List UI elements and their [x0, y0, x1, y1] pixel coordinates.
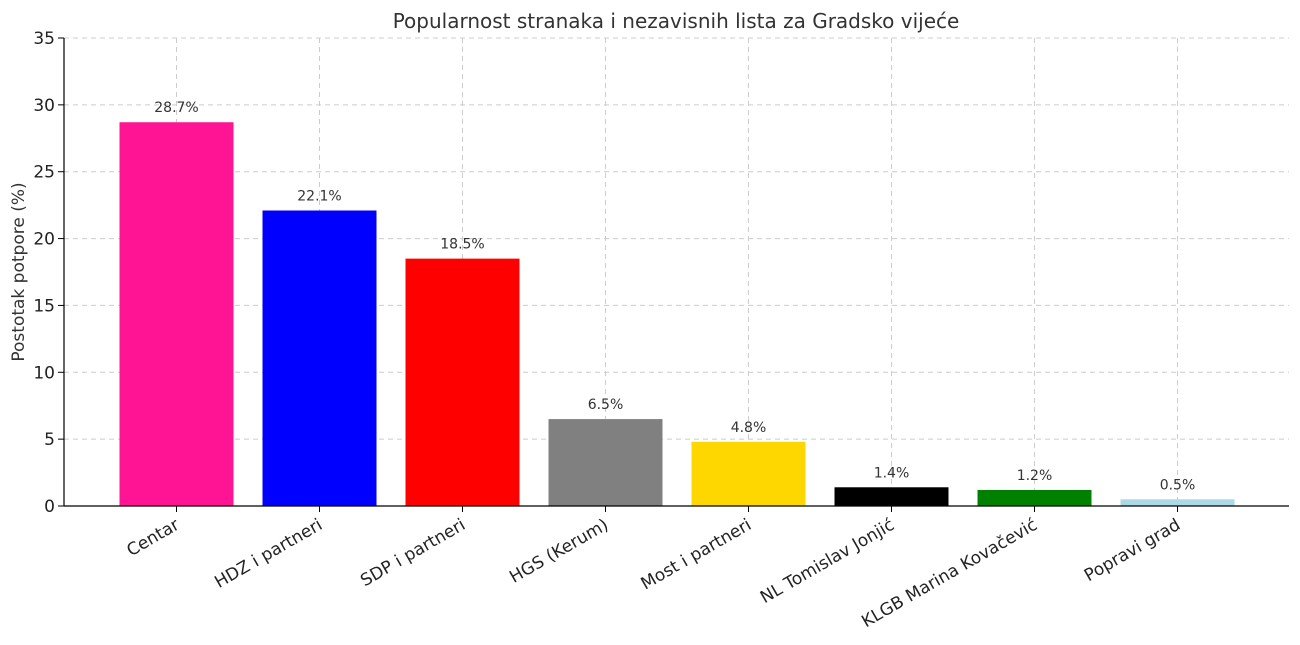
x-tick-label: Most i partneri	[638, 515, 755, 594]
data-label: 6.5%	[588, 397, 624, 413]
bar	[405, 258, 520, 506]
x-tick-label: Popravi grad	[1081, 515, 1184, 586]
y-axis-label: Postotak potpore (%)	[9, 182, 29, 361]
y-tick-label: 35	[33, 29, 55, 49]
bar	[691, 441, 806, 506]
grid	[64, 37, 1289, 507]
bar	[1120, 499, 1235, 506]
y-tick-label: 20	[33, 230, 55, 250]
data-label: 18.5%	[440, 237, 484, 253]
x-tick-label: HGS (Kerum)	[506, 515, 612, 588]
data-label: 0.5%	[1160, 477, 1196, 493]
chart-title: Popularnost stranaka i nezavisnih lista …	[393, 9, 960, 33]
x-tick-label: NL Tomislav Jonjić	[757, 515, 898, 608]
x-tick-label: HDZ i partneri	[211, 515, 326, 593]
bar	[119, 122, 234, 507]
bars	[119, 122, 1235, 507]
bar	[977, 489, 1092, 506]
x-tick-label: Centar	[123, 515, 183, 561]
data-label: 1.4%	[874, 465, 910, 481]
y-tick-label: 30	[33, 96, 55, 116]
y-tick-label: 0	[44, 497, 55, 517]
y-tick-label: 10	[33, 363, 55, 383]
y-tick-label: 5	[44, 430, 55, 450]
bar	[834, 487, 949, 506]
bar	[262, 210, 377, 506]
y-tick-label: 15	[33, 296, 55, 316]
y-tick-label: 25	[33, 163, 55, 183]
data-label: 28.7%	[154, 100, 198, 116]
data-label: 4.8%	[731, 420, 767, 436]
x-tick-label: SDP i partneri	[357, 515, 469, 591]
data-labels: 28.7% 22.1% 18.5% 6.5% 4.8% 1.4% 1.2% 0.5%	[154, 100, 1195, 493]
bar	[548, 419, 663, 506]
data-label: 1.2%	[1017, 468, 1053, 484]
data-label: 22.1%	[297, 188, 341, 204]
